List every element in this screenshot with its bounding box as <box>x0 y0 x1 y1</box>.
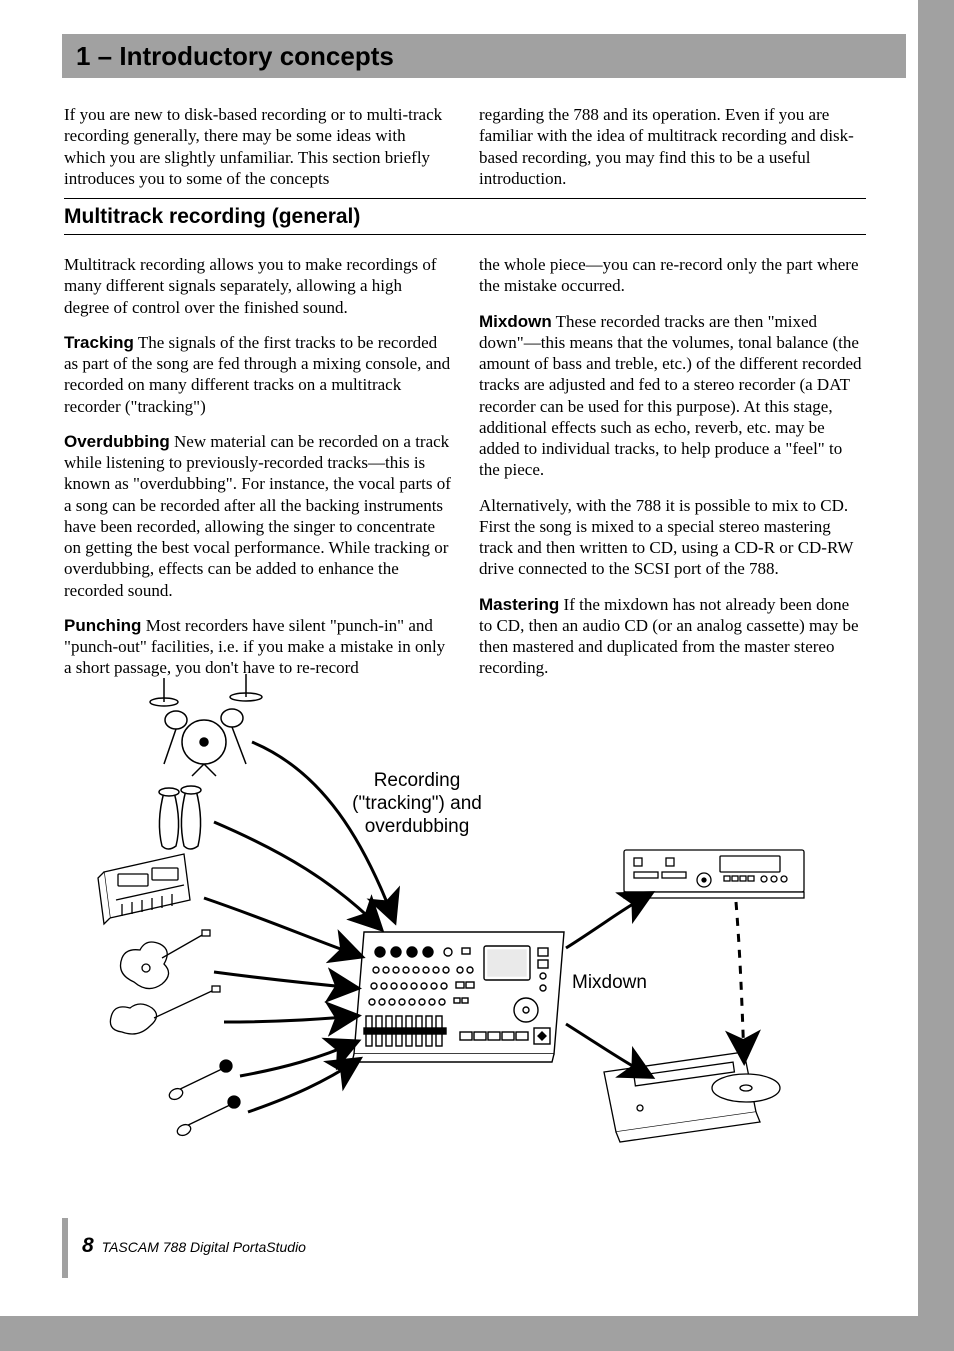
rule-bottom <box>64 234 866 235</box>
mic1-icon <box>168 1060 232 1101</box>
para-continue: the whole piece—you can re-record only t… <box>479 254 866 297</box>
intro-right: regarding the 788 and its operation. Eve… <box>479 104 866 189</box>
text-mixdown: These recorded tracks are then "mixed do… <box>479 312 862 480</box>
diagram-svg <box>64 672 866 1162</box>
para-mixdown: Mixdown These recorded tracks are then "… <box>479 311 866 481</box>
cd-disc-icon <box>712 1074 780 1102</box>
runin-punching: Punching <box>64 616 141 635</box>
para-alt788: Alternatively, with the 788 it is possib… <box>479 495 866 580</box>
para-mastering: Mastering If the mixdown has not already… <box>479 594 866 679</box>
body-columns: Multitrack recording allows you to make … <box>64 254 866 693</box>
keyboard-icon <box>98 854 190 924</box>
para-tracking: Tracking The signals of the first tracks… <box>64 332 451 417</box>
mic2-icon <box>176 1096 240 1137</box>
intro-left: If you are new to disk-based recording o… <box>64 104 451 189</box>
section-heading: Multitrack recording (general) <box>64 199 866 234</box>
footer-accent-bar <box>62 1218 68 1278</box>
chapter-title: 1 – Introductory concepts <box>76 41 394 72</box>
electric-guitar-icon <box>110 986 220 1034</box>
chapter-header-bar: 1 – Introductory concepts <box>62 34 906 78</box>
text-overdubbing: New material can be recorded on a track … <box>64 432 451 600</box>
intro-columns: If you are new to disk-based recording o… <box>64 104 866 189</box>
workflow-diagram: Recording ("tracking") and overdubbing M… <box>64 672 866 1162</box>
section-heading-block: Multitrack recording (general) <box>64 198 866 235</box>
portastudio-icon <box>352 932 564 1062</box>
drums-icon <box>150 674 262 776</box>
diagram-label-recording: Recording ("tracking") and overdubbing <box>342 770 492 838</box>
runin-mastering: Mastering <box>479 595 559 614</box>
congas-icon <box>159 786 201 849</box>
label-line2: ("tracking") and <box>352 793 482 814</box>
page: 1 – Introductory concepts If you are new… <box>0 0 918 1316</box>
page-number: 8 <box>82 1234 94 1257</box>
footer-product: TASCAM 788 Digital PortaStudio <box>98 1239 306 1255</box>
para-overdubbing: Overdubbing New material can be recorded… <box>64 431 451 601</box>
body-right: the whole piece—you can re-record only t… <box>479 254 866 693</box>
footer: 8 TASCAM 788 Digital PortaStudio <box>82 1234 306 1258</box>
runin-tracking: Tracking <box>64 333 134 352</box>
para-punching: Punching Most recorders have silent "pun… <box>64 615 451 679</box>
runin-overdubbing: Overdubbing <box>64 432 170 451</box>
label-line3: overdubbing <box>365 816 470 837</box>
runin-mixdown: Mixdown <box>479 312 552 331</box>
dat-recorder-icon <box>624 850 804 898</box>
acoustic-guitar-icon <box>121 930 211 989</box>
diagram-label-mixdown: Mixdown <box>572 972 647 995</box>
para-intro: Multitrack recording allows you to make … <box>64 254 451 318</box>
body-left: Multitrack recording allows you to make … <box>64 254 451 693</box>
label-line1: Recording <box>374 770 461 791</box>
